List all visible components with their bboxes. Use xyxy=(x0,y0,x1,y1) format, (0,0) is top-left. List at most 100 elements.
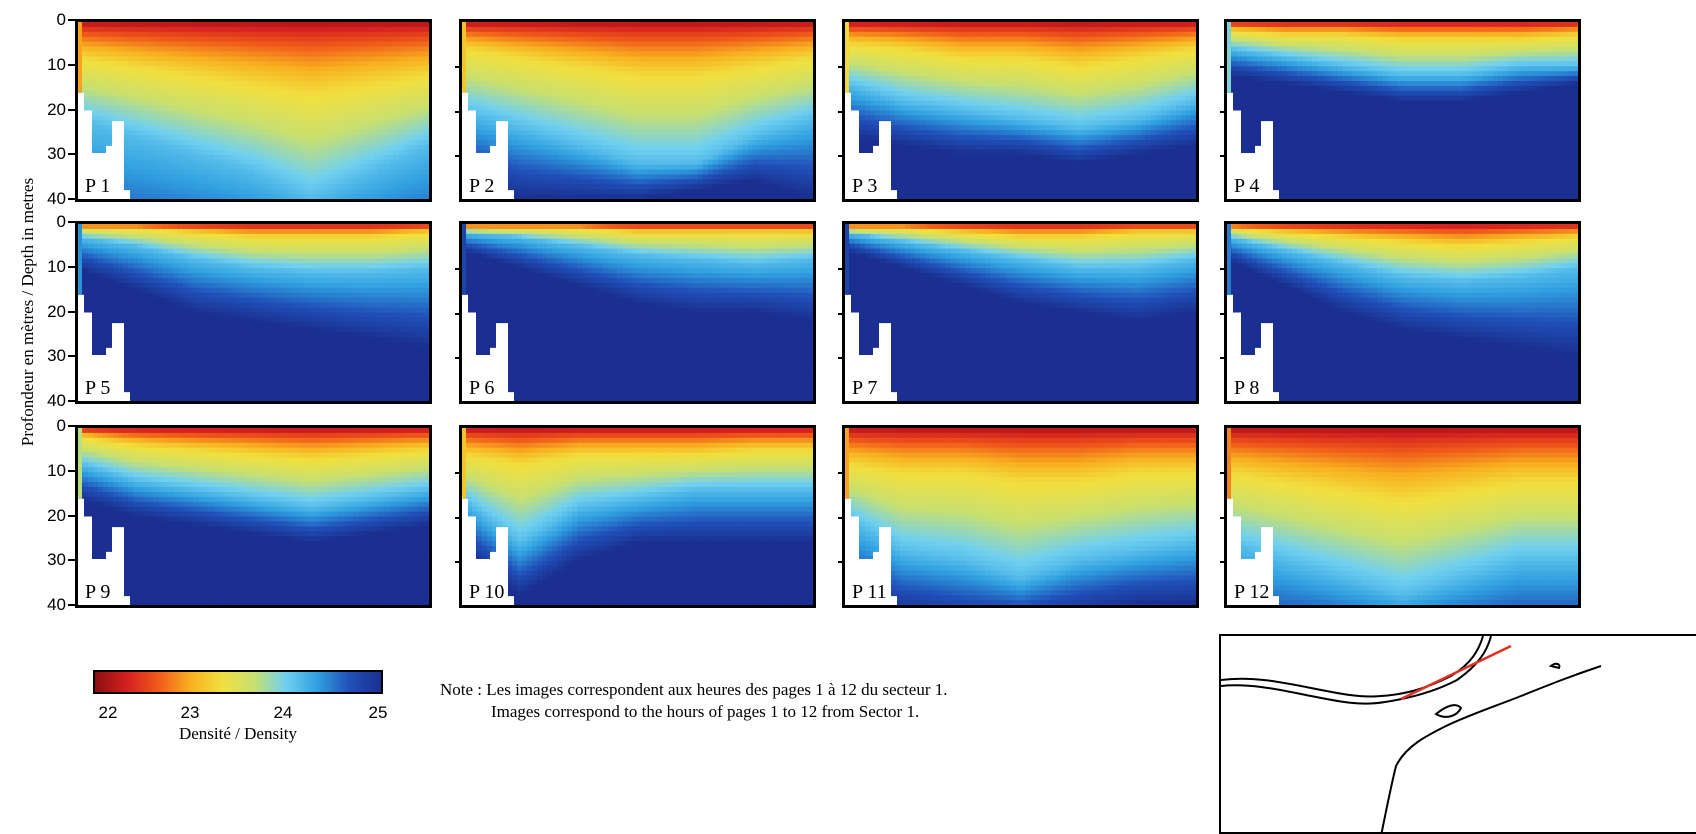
panel-label: P 5 xyxy=(82,377,113,400)
y-tick-mark xyxy=(1220,268,1227,270)
heatmap-cells xyxy=(845,224,1196,401)
density-panel-10: P 10 xyxy=(459,425,816,608)
y-tick-mark xyxy=(838,313,845,315)
y-tick-mark xyxy=(68,515,75,517)
density-panel-3: P 3 xyxy=(842,19,1199,202)
panel-label: P 8 xyxy=(1231,377,1262,400)
y-tick-label: 30 xyxy=(36,144,66,164)
transect-line xyxy=(1401,646,1511,699)
y-tick-mark xyxy=(838,268,845,270)
map-svg xyxy=(1221,636,1696,834)
panel-label: P 7 xyxy=(849,377,880,400)
y-tick-mark xyxy=(1220,66,1227,68)
y-tick-mark xyxy=(68,19,75,21)
y-tick-mark xyxy=(455,155,462,157)
y-tick-label: 10 xyxy=(36,461,66,481)
heatmap-cells xyxy=(1227,22,1578,199)
y-tick-label: 10 xyxy=(36,55,66,75)
y-tick-label: 30 xyxy=(36,550,66,570)
panel-label: P 9 xyxy=(82,581,113,604)
y-tick-label: 0 xyxy=(36,416,66,436)
panel-label: P 11 xyxy=(849,581,890,604)
density-panel-11: P 11 xyxy=(842,425,1199,608)
heatmap-cells xyxy=(1227,428,1578,605)
y-tick-mark xyxy=(455,268,462,270)
y-tick-mark xyxy=(1220,155,1227,157)
y-tick-label: 10 xyxy=(36,257,66,277)
y-tick-label: 20 xyxy=(36,302,66,322)
y-tick-label: 0 xyxy=(36,212,66,232)
y-tick-label: 30 xyxy=(36,346,66,366)
panel-label: P 4 xyxy=(1231,175,1262,198)
colorbar-tick-22: 22 xyxy=(99,703,118,723)
y-tick-mark xyxy=(68,425,75,427)
y-tick-mark xyxy=(68,400,75,402)
y-axis-label: Profondeur en mètres / Depth in metres xyxy=(18,178,38,446)
y-tick-mark xyxy=(68,198,75,200)
y-tick-mark xyxy=(68,109,75,111)
colorbar-gradient xyxy=(95,672,381,692)
note-french: Note : Les images correspondent aux heur… xyxy=(440,680,947,700)
colorbar xyxy=(93,670,383,694)
island-1 xyxy=(1436,705,1461,717)
panel-label: P 1 xyxy=(82,175,113,198)
panel-label: P 6 xyxy=(466,377,497,400)
y-tick-mark xyxy=(1220,313,1227,315)
y-tick-mark xyxy=(455,517,462,519)
density-panel-5: P 5 xyxy=(75,221,432,404)
panel-label: P 2 xyxy=(466,175,497,198)
y-tick-mark xyxy=(455,357,462,359)
heatmap-cells xyxy=(462,224,813,401)
y-tick-mark xyxy=(838,357,845,359)
y-tick-mark xyxy=(455,472,462,474)
y-tick-mark xyxy=(1220,472,1227,474)
heatmap-cells xyxy=(78,224,429,401)
heatmap-cells xyxy=(845,428,1196,605)
panel-label: P 10 xyxy=(466,581,507,604)
y-tick-mark xyxy=(68,355,75,357)
y-tick-mark xyxy=(838,66,845,68)
density-panel-9: P 9 xyxy=(75,425,432,608)
y-tick-mark xyxy=(68,311,75,313)
y-tick-mark xyxy=(1220,517,1227,519)
heatmap-cells xyxy=(78,428,429,605)
y-tick-mark xyxy=(68,64,75,66)
y-tick-mark xyxy=(838,561,845,563)
y-tick-mark xyxy=(68,153,75,155)
density-panel-4: P 4 xyxy=(1224,19,1581,202)
y-tick-mark xyxy=(838,517,845,519)
density-panel-2: P 2 xyxy=(459,19,816,202)
colorbar-tick-25: 25 xyxy=(369,703,388,723)
panel-label: P 3 xyxy=(849,175,880,198)
heatmap-cells xyxy=(845,22,1196,199)
y-tick-mark xyxy=(838,111,845,113)
y-tick-label: 40 xyxy=(36,189,66,209)
y-tick-mark xyxy=(838,472,845,474)
y-tick-mark xyxy=(455,313,462,315)
density-panel-12: P 12 xyxy=(1224,425,1581,608)
y-tick-label: 20 xyxy=(36,100,66,120)
y-tick-mark xyxy=(68,266,75,268)
y-tick-label: 40 xyxy=(36,391,66,411)
y-tick-mark xyxy=(68,604,75,606)
note-english: Images correspond to the hours of pages … xyxy=(491,702,919,722)
y-tick-label: 20 xyxy=(36,506,66,526)
heatmap-cells xyxy=(78,22,429,199)
heatmap-cells xyxy=(462,22,813,199)
density-panel-6: P 6 xyxy=(459,221,816,404)
colorbar-tick-24: 24 xyxy=(274,703,293,723)
heatmap-cells xyxy=(1227,224,1578,401)
location-map xyxy=(1219,634,1696,834)
y-tick-mark xyxy=(1220,111,1227,113)
y-tick-mark xyxy=(838,155,845,157)
y-tick-mark xyxy=(455,111,462,113)
y-tick-label: 0 xyxy=(36,10,66,30)
density-panel-7: P 7 xyxy=(842,221,1199,404)
y-tick-mark xyxy=(68,221,75,223)
y-tick-mark xyxy=(68,470,75,472)
y-tick-mark xyxy=(455,66,462,68)
density-panel-1: P 1 xyxy=(75,19,432,202)
coastline-lower xyxy=(1221,636,1491,704)
island-2 xyxy=(1551,664,1559,668)
density-panel-8: P 8 xyxy=(1224,221,1581,404)
